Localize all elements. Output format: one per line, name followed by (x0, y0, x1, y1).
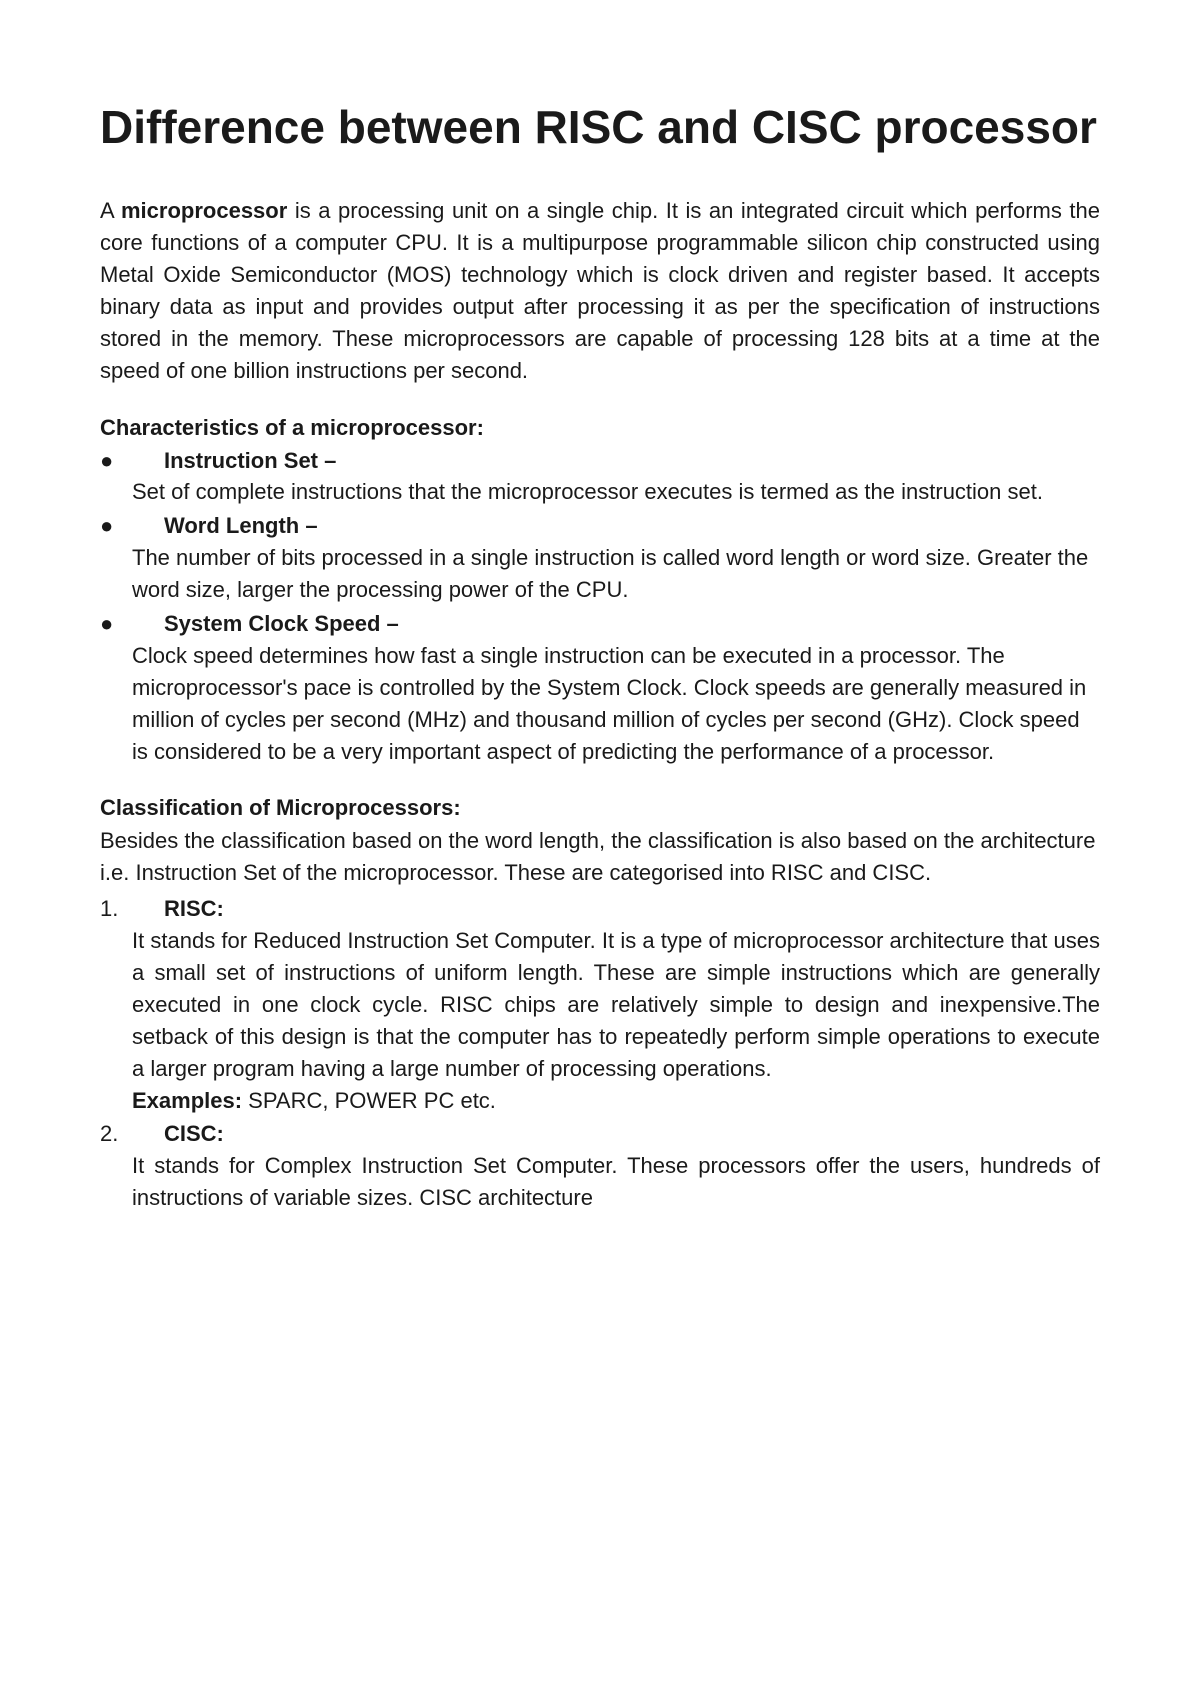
list-item: ● Instruction Set – Set of complete inst… (100, 445, 1100, 509)
bullet-icon: ● (100, 608, 113, 640)
list-item: 1. RISC: It stands for Reduced Instructi… (100, 893, 1100, 1116)
classification-intro: Besides the classification based on the … (100, 825, 1100, 889)
item-title: CISC: (132, 1121, 224, 1146)
item-title: Instruction Set – (132, 448, 336, 473)
bullet-icon: ● (100, 445, 113, 477)
list-item: ● System Clock Speed – Clock speed deter… (100, 608, 1100, 767)
item-description: The number of bits processed in a single… (132, 542, 1100, 606)
classification-header: Classification of Microprocessors: (100, 795, 1100, 821)
intro-prefix: A (100, 198, 121, 223)
intro-rest: is a processing unit on a single chip. I… (100, 198, 1100, 382)
examples-text: SPARC, POWER PC etc. (242, 1088, 496, 1113)
item-number: 2. (100, 1118, 118, 1150)
item-description: Set of complete instructions that the mi… (132, 476, 1100, 508)
item-title: Word Length – (132, 513, 318, 538)
item-description: Clock speed determines how fast a single… (132, 640, 1100, 768)
item-desc-text: It stands for Reduced Instruction Set Co… (132, 928, 1100, 1081)
item-title: RISC: (132, 896, 224, 921)
classification-list: 1. RISC: It stands for Reduced Instructi… (100, 893, 1100, 1214)
examples-label: Examples: (132, 1088, 242, 1113)
item-number: 1. (100, 893, 118, 925)
item-description: It stands for Reduced Instruction Set Co… (132, 925, 1100, 1116)
list-item: ● Word Length – The number of bits proce… (100, 510, 1100, 606)
characteristics-header: Characteristics of a microprocessor: (100, 415, 1100, 441)
intro-paragraph: A microprocessor is a processing unit on… (100, 195, 1100, 386)
characteristics-list: ● Instruction Set – Set of complete inst… (100, 445, 1100, 768)
intro-bold-term: microprocessor (121, 198, 287, 223)
item-title: System Clock Speed – (132, 611, 399, 636)
bullet-icon: ● (100, 510, 113, 542)
page-title: Difference between RISC and CISC process… (100, 100, 1100, 155)
item-description: It stands for Complex Instruction Set Co… (132, 1150, 1100, 1214)
list-item: 2. CISC: It stands for Complex Instructi… (100, 1118, 1100, 1214)
